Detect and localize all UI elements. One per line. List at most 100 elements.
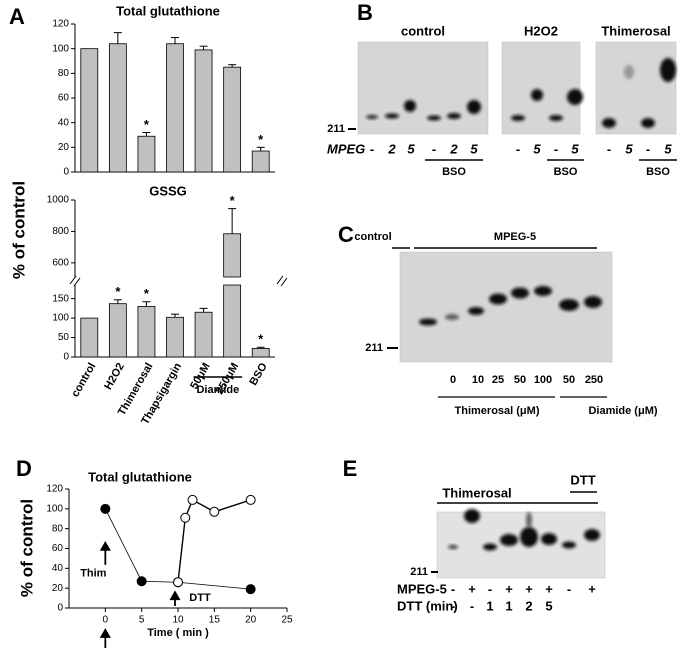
x-tick-label: 10 — [172, 615, 184, 626]
lane-label: - — [370, 141, 374, 156]
band — [549, 115, 563, 121]
lane-label: 2 — [525, 598, 532, 613]
x-axis-label: Time ( min ) — [147, 627, 209, 639]
band — [448, 545, 458, 549]
series-label: DTT — [189, 592, 211, 604]
series-line — [104, 508, 251, 590]
band — [464, 509, 480, 523]
axis-break — [276, 275, 288, 287]
lane-label: + — [468, 581, 476, 596]
lane-label: + — [545, 581, 553, 596]
lane-label: 50 — [514, 374, 526, 386]
blot-title: H2O2 — [524, 23, 558, 38]
data-point — [187, 494, 198, 505]
x-tick-label: control — [69, 361, 98, 399]
bar — [137, 306, 156, 358]
lane-label: 1 — [486, 598, 493, 613]
x-tick-label: 15 — [209, 615, 221, 626]
significance-star: * — [144, 117, 150, 132]
bar — [194, 49, 213, 173]
bar — [223, 66, 242, 173]
mw-marker: 211 — [365, 342, 383, 354]
y-tick-label: 600 — [52, 257, 69, 268]
bar — [194, 311, 213, 358]
band — [366, 115, 378, 119]
lane-label: 50 — [563, 374, 575, 386]
chart-title: Total glutathione — [88, 469, 192, 484]
band — [559, 299, 579, 311]
significance-star: * — [258, 332, 264, 347]
top-label: control — [354, 231, 391, 243]
y-tick-label: 0 — [57, 603, 63, 614]
significance-star: * — [144, 286, 150, 301]
bracket-label: BSO — [646, 166, 670, 178]
y-tick-label: 0 — [63, 352, 69, 363]
data-point — [245, 494, 256, 505]
band — [419, 318, 437, 326]
band — [660, 58, 676, 82]
data-point — [173, 577, 183, 588]
data-point — [136, 576, 147, 587]
lane-label: 2 — [449, 141, 458, 156]
lane-label: 5 — [664, 141, 672, 156]
lane-label: - — [567, 581, 571, 596]
band — [531, 89, 543, 101]
band — [468, 307, 484, 315]
top-label: MPEG-5 — [494, 231, 536, 243]
band — [483, 543, 497, 551]
x-tick-label: 20 — [245, 615, 257, 626]
row-label: DTT (min) — [397, 598, 458, 613]
bar — [108, 43, 127, 173]
y-tick-label: 120 — [46, 484, 63, 495]
bar — [166, 316, 184, 358]
chart-title: GSSG — [149, 183, 187, 198]
data-point — [209, 506, 220, 517]
band — [445, 314, 459, 320]
lane-label: 5 — [533, 141, 541, 156]
band — [404, 100, 416, 112]
x-tick-label: H2O2 — [102, 361, 127, 392]
y-tick-label: 80 — [58, 68, 70, 79]
data-point — [180, 512, 191, 523]
y-tick-label: 150 — [52, 293, 69, 304]
band — [602, 118, 616, 128]
arrow — [99, 541, 111, 565]
lane-label: 100 — [534, 374, 552, 386]
y-tick-label: 0 — [63, 167, 69, 178]
y-tick-label: 80 — [52, 523, 64, 534]
band — [520, 527, 538, 547]
band — [526, 512, 532, 528]
lane-label: - — [516, 141, 520, 156]
y-tick-label: 40 — [52, 563, 64, 574]
lane-label: + — [505, 581, 513, 596]
lane-label: - — [554, 141, 558, 156]
lane-label: - — [488, 581, 492, 596]
group-label: Thimerosal (μM) — [455, 405, 540, 417]
y-tick-label: 60 — [52, 543, 64, 554]
bar — [251, 348, 270, 358]
band — [385, 113, 399, 119]
band — [541, 533, 557, 545]
lane-label: - — [607, 141, 611, 156]
panel-letter: C — [338, 222, 354, 247]
blot — [436, 511, 606, 579]
chart-title: Total glutathione — [116, 3, 220, 18]
lane-label: - — [451, 598, 455, 613]
lane-label: 5 — [470, 141, 478, 156]
y-tick-label: 800 — [52, 226, 69, 237]
y-tick-label: 100 — [52, 313, 69, 324]
lane-label: 5 — [407, 141, 415, 156]
lane-label: - — [470, 598, 474, 613]
blot-title: control — [401, 23, 445, 38]
lane-label: 250 — [585, 374, 603, 386]
y-tick-label: 50 — [58, 332, 70, 343]
band — [489, 293, 507, 305]
lane-label: 5 — [545, 598, 552, 613]
bar — [223, 233, 242, 278]
lane-label: - — [432, 141, 436, 156]
y-axis-label: % of control — [9, 181, 28, 279]
x-tick-label: 5 — [139, 615, 145, 626]
series-label: Thim — [80, 568, 106, 580]
lane-label: - — [646, 141, 650, 156]
